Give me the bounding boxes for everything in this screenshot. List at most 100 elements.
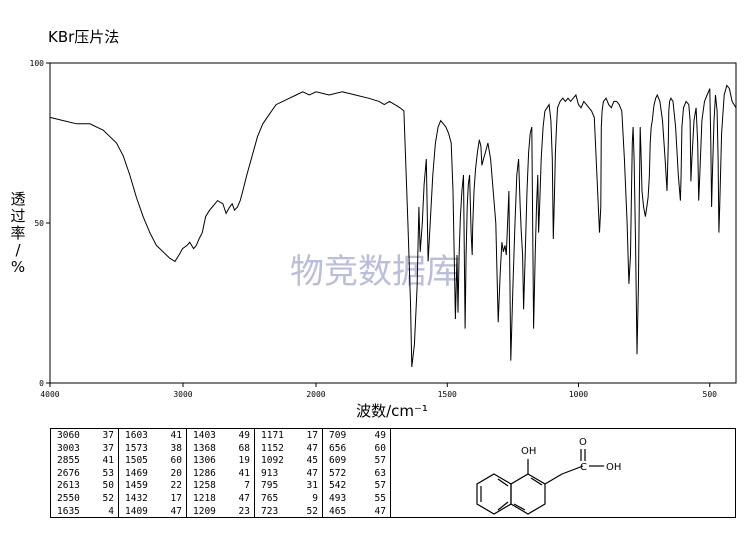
x-tick-label: 500 bbox=[703, 390, 718, 399]
ir-spectrum-chart: 4000 3000 2000 1500 1000 500 0 50 100 物竞数据库 波数/c… bbox=[10, 59, 737, 420]
peak-row: 465 47 bbox=[329, 506, 386, 519]
peak-table-column: 3060 37 3003 37 2855 41 2676 53 2613 50 2550 52 1635… bbox=[51, 429, 119, 517]
peak-wavenumber: 709 bbox=[329, 430, 347, 441]
peak-transmittance: 17 bbox=[306, 430, 318, 441]
peak-wavenumber: 1368 bbox=[193, 442, 216, 454]
peak-wavenumber: 1409 bbox=[125, 505, 148, 517]
peak-wavenumber: 723 bbox=[261, 505, 279, 517]
peak-wavenumber: 1286 bbox=[193, 467, 216, 479]
peak-transmittance: 19 bbox=[238, 455, 250, 467]
peak-transmittance: 50 bbox=[102, 480, 114, 492]
acid-oh-label: OH bbox=[606, 462, 621, 473]
peak-wavenumber: 1258 bbox=[193, 480, 216, 492]
peak-row: 1306 19 bbox=[193, 455, 250, 468]
peak-row: 1368 68 bbox=[193, 443, 250, 456]
peak-transmittance: 41 bbox=[170, 430, 182, 441]
peak-wavenumber: 1171 bbox=[261, 430, 284, 441]
peak-wavenumber: 2855 bbox=[57, 455, 80, 467]
peak-transmittance: 38 bbox=[170, 442, 182, 454]
peak-table: 3060 37 3003 37 2855 41 2676 53 2613 50 2550 52 1635… bbox=[50, 428, 391, 518]
structure-bonds bbox=[476, 449, 604, 515]
peak-row: 913 47 bbox=[261, 468, 318, 481]
peak-wavenumber: 1092 bbox=[261, 455, 284, 467]
peak-row: 1432 17 bbox=[125, 493, 182, 506]
y-tick-label: 100 bbox=[30, 59, 45, 68]
peak-transmittance: 57 bbox=[374, 455, 386, 467]
peak-transmittance: 23 bbox=[238, 505, 250, 517]
peak-row: 1603 41 bbox=[125, 430, 182, 443]
peak-row: 493 55 bbox=[329, 493, 386, 506]
peak-row: 1635 4 bbox=[57, 506, 114, 519]
page-title: KBr压片法 bbox=[48, 28, 120, 46]
peak-row: 1286 41 bbox=[193, 468, 250, 481]
peak-row: 1573 38 bbox=[125, 443, 182, 456]
peak-transmittance: 31 bbox=[306, 480, 318, 492]
peak-transmittance: 17 bbox=[170, 492, 182, 504]
peak-wavenumber: 765 bbox=[261, 492, 279, 504]
peak-row: 1152 47 bbox=[261, 443, 318, 456]
peak-row: 542 57 bbox=[329, 480, 386, 493]
peak-transmittance: 57 bbox=[374, 480, 386, 492]
peak-row: 609 57 bbox=[329, 455, 386, 468]
peak-transmittance: 37 bbox=[102, 430, 114, 441]
peak-row: 1409 47 bbox=[125, 506, 182, 519]
y-tick-label: 50 bbox=[34, 219, 44, 228]
peak-wavenumber: 572 bbox=[329, 467, 347, 479]
peak-wavenumber: 542 bbox=[329, 480, 347, 492]
peak-transmittance: 60 bbox=[170, 455, 182, 467]
x-tick-label: 3000 bbox=[173, 390, 192, 399]
peak-wavenumber: 2613 bbox=[57, 480, 80, 492]
peak-transmittance: 4 bbox=[108, 505, 114, 517]
y-tick-label: 0 bbox=[39, 379, 44, 388]
peak-row: 1218 47 bbox=[193, 493, 250, 506]
x-tick-label: 2000 bbox=[306, 390, 325, 399]
x-axis-label: 波数/cm⁻¹ bbox=[356, 402, 428, 420]
peak-wavenumber: 1505 bbox=[125, 455, 148, 467]
peak-wavenumber: 1218 bbox=[193, 492, 216, 504]
y-axis-label: 透过率/% bbox=[10, 190, 25, 276]
peak-row: 1459 22 bbox=[125, 480, 182, 493]
peak-transmittance: 47 bbox=[238, 492, 250, 504]
peak-table-column: 1603 41 1573 38 1505 60 1469 20 1459 22 1432 17 1409… bbox=[119, 429, 187, 517]
peak-wavenumber: 2676 bbox=[57, 467, 80, 479]
peak-transmittance: 41 bbox=[102, 455, 114, 467]
peak-wavenumber: 1209 bbox=[193, 505, 216, 517]
peak-row: 656 60 bbox=[329, 443, 386, 456]
plot-frame bbox=[49, 62, 737, 384]
peak-wavenumber: 913 bbox=[261, 467, 279, 479]
peak-transmittance: 47 bbox=[306, 442, 318, 454]
peak-row: 723 52 bbox=[261, 506, 318, 519]
peak-wavenumber: 1469 bbox=[125, 467, 148, 479]
peak-wavenumber: 1573 bbox=[125, 442, 148, 454]
peak-row: 2550 52 bbox=[57, 493, 114, 506]
peak-wavenumber: 1403 bbox=[193, 430, 216, 441]
peak-transmittance: 49 bbox=[238, 430, 250, 441]
structure-panel: OH O C OH bbox=[391, 428, 736, 518]
peak-row: 1403 49 bbox=[193, 430, 250, 443]
x-tick-label: 4000 bbox=[40, 390, 59, 399]
x-tick-label: 1000 bbox=[569, 390, 588, 399]
peak-row: 1092 45 bbox=[261, 455, 318, 468]
peak-transmittance: 22 bbox=[170, 480, 182, 492]
peak-transmittance: 63 bbox=[374, 467, 386, 479]
peak-row: 765 9 bbox=[261, 493, 318, 506]
peak-wavenumber: 465 bbox=[329, 505, 347, 517]
peak-row: 1258 7 bbox=[193, 480, 250, 493]
axis-ticks: 4000 3000 2000 1500 1000 500 0 50 100 bbox=[30, 59, 718, 399]
peak-wavenumber: 1152 bbox=[261, 442, 284, 454]
peak-transmittance: 37 bbox=[102, 442, 114, 454]
peak-transmittance: 45 bbox=[306, 455, 318, 467]
watermark: 物竞数据库 bbox=[290, 252, 460, 292]
peak-row: 1469 20 bbox=[125, 468, 182, 481]
peak-transmittance: 47 bbox=[374, 505, 386, 517]
peak-transmittance: 53 bbox=[102, 467, 114, 479]
peak-row: 572 63 bbox=[329, 468, 386, 481]
peak-wavenumber: 609 bbox=[329, 455, 347, 467]
peak-wavenumber: 656 bbox=[329, 442, 347, 454]
carbon-label: C bbox=[580, 462, 587, 473]
peak-wavenumber: 795 bbox=[261, 480, 279, 492]
peak-transmittance: 49 bbox=[374, 430, 386, 441]
peak-transmittance: 52 bbox=[306, 505, 318, 517]
peak-transmittance: 9 bbox=[312, 492, 318, 504]
peak-row: 2613 50 bbox=[57, 480, 114, 493]
